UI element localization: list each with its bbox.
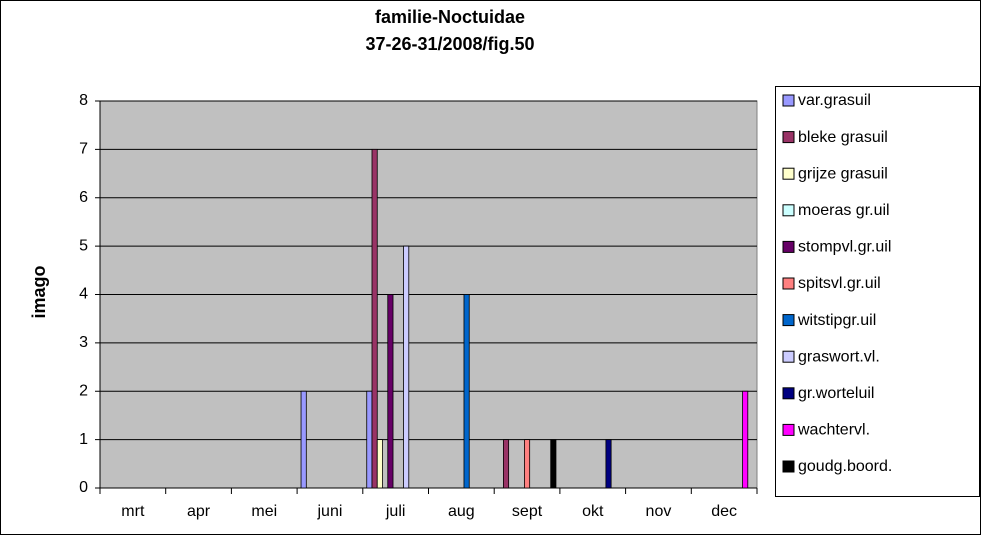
legend-swatch [782, 204, 795, 217]
y-tick-label: 0 [79, 479, 88, 496]
bar [403, 245, 410, 489]
y-tick-label: 1 [79, 431, 88, 448]
bar [463, 294, 470, 489]
bar [605, 439, 612, 489]
bar [550, 439, 557, 489]
bar [376, 439, 383, 489]
y-tick-label: 8 [79, 92, 88, 109]
legend-swatch [782, 277, 795, 290]
bar [300, 390, 307, 489]
legend-label: spitsvl.gr.uil [798, 275, 881, 292]
y-tick-label: 5 [79, 237, 88, 254]
bar [742, 390, 749, 489]
legend-swatch [782, 240, 795, 253]
legend-box [775, 86, 980, 497]
x-tick-label: mrt [121, 503, 145, 520]
chart-title: familie-Noctuidae [375, 7, 525, 27]
legend-label: witstipgr.uil [797, 312, 876, 329]
y-tick-label: 2 [79, 382, 88, 399]
bar [371, 148, 378, 489]
legend-label: grijze grasuil [798, 165, 888, 182]
x-tick-label: dec [711, 503, 737, 520]
legend-label: bleke grasuil [798, 129, 888, 146]
x-tick-label: nov [646, 503, 672, 520]
x-tick-label: juli [385, 503, 406, 520]
y-tick-label: 6 [79, 189, 88, 206]
legend-swatch [782, 460, 795, 473]
bar [524, 439, 531, 489]
bar [502, 439, 510, 489]
x-tick-label: aug [448, 503, 475, 520]
y-tick-label: 4 [79, 286, 88, 303]
legend-label: gr.worteluil [798, 385, 874, 402]
legend-swatch [782, 131, 795, 144]
legend-swatch [782, 423, 795, 436]
legend-label: graswort.vl. [798, 348, 880, 365]
legend-swatch [782, 167, 795, 180]
x-tick-label: okt [582, 503, 604, 520]
legend-swatch [782, 314, 795, 327]
legend-swatch [782, 387, 795, 400]
x-tick-label: apr [187, 503, 211, 520]
legend-label: goudg.boord. [798, 458, 892, 475]
legend-label: var.grasuil [798, 92, 871, 109]
legend-label: wachtervl. [797, 422, 870, 439]
y-tick-label: 7 [79, 141, 88, 158]
legend-swatch [782, 94, 795, 107]
legend-label: stompvl.gr.uil [798, 239, 891, 256]
y-tick-label: 3 [79, 334, 88, 351]
bar [387, 294, 394, 489]
legend-label: moeras gr.uil [798, 202, 890, 219]
legend-swatch [782, 350, 795, 363]
x-tick-label: sept [512, 503, 543, 520]
y-axis-label: imago [29, 265, 49, 318]
x-tick-label: mei [251, 503, 277, 520]
bar [366, 390, 373, 489]
chart-subtitle: 37-26-31/2008/fig.50 [365, 34, 534, 54]
x-tick-label: juni [316, 503, 342, 520]
